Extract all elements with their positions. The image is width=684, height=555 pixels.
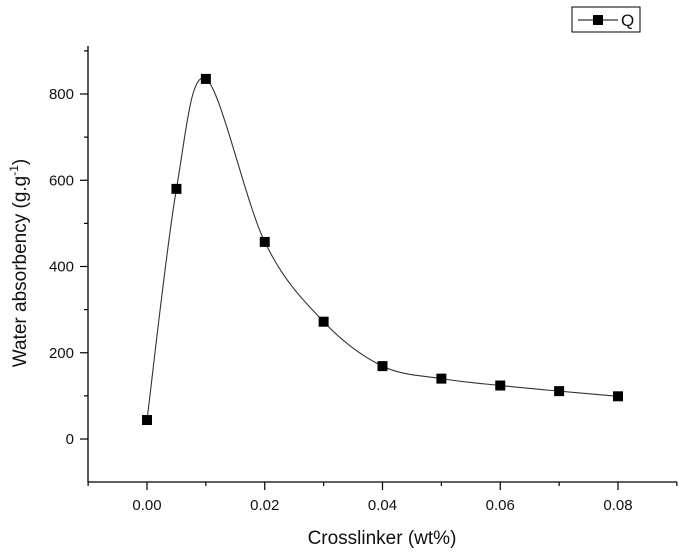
y-tick-label: 400 [49,259,74,276]
data-point [142,415,152,425]
data-point [378,361,388,371]
legend-square-marker-icon [593,15,603,25]
axes [88,46,677,482]
y-tick-label: 800 [49,86,74,103]
data-point [260,237,270,247]
x-tick-label: 0.04 [368,497,397,514]
x-tick-label: 0.00 [132,497,161,514]
legend-label: Q [621,11,634,30]
tick-labels: 0.00 0.02 0.04 0.06 0.08 0 200 400 600 800 [49,86,633,514]
data-point [436,374,446,384]
data-point [201,74,211,84]
x-tick-label: 0.02 [250,497,279,514]
y-tick-label: 600 [49,172,74,189]
series-layer [142,74,623,425]
y-tick-label: 200 [49,345,74,362]
data-point [554,386,564,396]
x-tick-label: 0.06 [486,497,515,514]
data-point [171,184,181,194]
y-axis-title: Water absorbency (g.g-1) [7,159,31,368]
data-point [319,317,329,327]
data-point [613,391,623,401]
ticks [80,51,677,490]
data-point [495,381,505,391]
y-axis-title-main: Water absorbency (g.g [10,176,31,368]
legend: Q [572,7,640,32]
x-tick-label: 0.08 [603,497,632,514]
x-axis-title: Crosslinker (wt%) [308,528,457,549]
y-tick-label: 0 [66,431,74,448]
y-axis-title-suffix: ) [10,159,31,165]
y-axis-title-superscript: -1 [7,165,21,176]
